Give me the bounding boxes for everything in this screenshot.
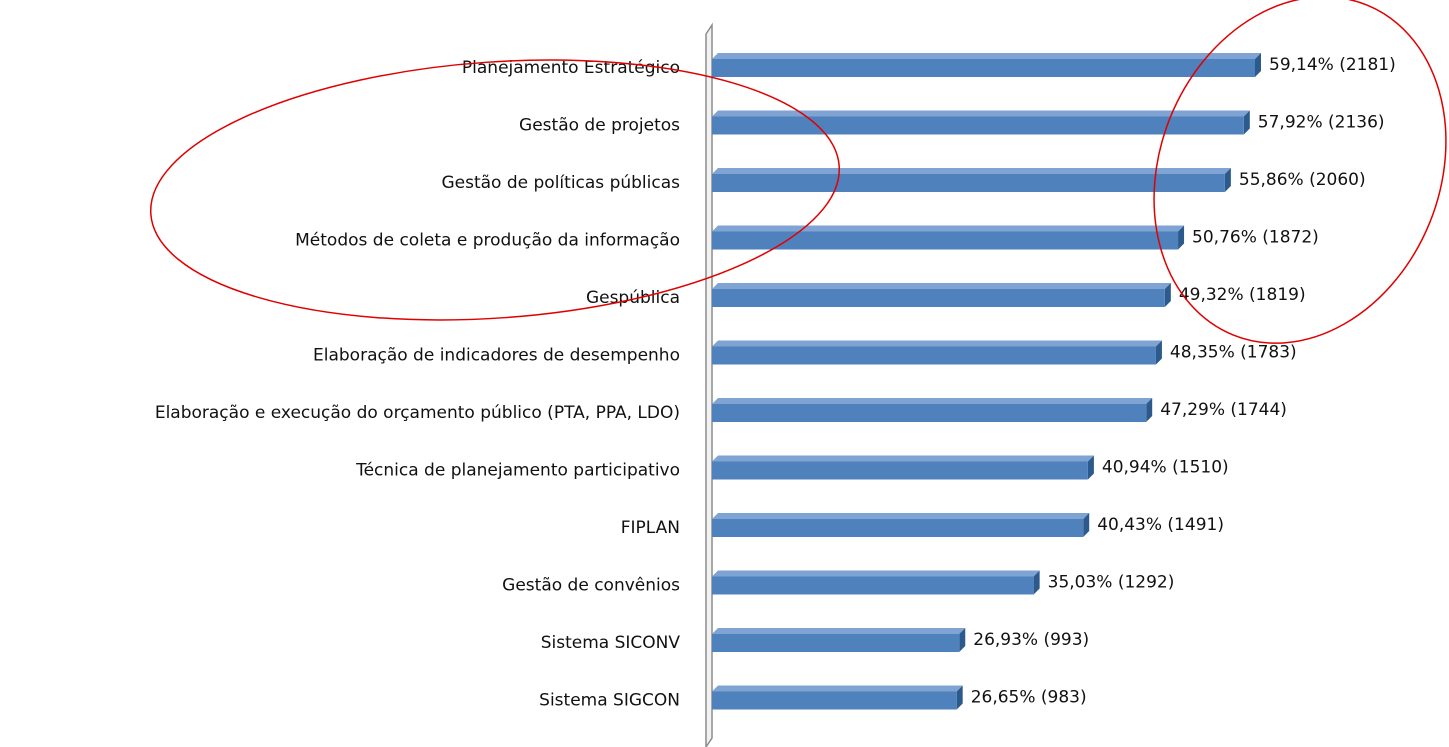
bar-top bbox=[712, 168, 1231, 174]
bar bbox=[712, 59, 1255, 77]
data-label: 26,65% (983) bbox=[971, 688, 1087, 708]
bar bbox=[712, 462, 1088, 480]
axis-wall bbox=[706, 25, 712, 747]
category-label: Métodos de coleta e produção da informaç… bbox=[295, 231, 680, 251]
bar-top bbox=[712, 111, 1250, 117]
bar bbox=[712, 174, 1225, 192]
category-label: Técnica de planejamento participativo bbox=[355, 461, 680, 481]
bar-top bbox=[712, 628, 965, 634]
category-label: Elaboração e execução do orçamento públi… bbox=[155, 403, 680, 423]
bar-top bbox=[712, 53, 1261, 59]
data-label: 40,43% (1491) bbox=[1097, 515, 1224, 535]
data-label: 40,94% (1510) bbox=[1102, 458, 1229, 478]
chart: Planejamento Estratégico59,14% (2181)Ges… bbox=[0, 0, 1449, 747]
data-label: 35,03% (1292) bbox=[1048, 573, 1175, 593]
bar-top bbox=[712, 283, 1171, 289]
bar-top bbox=[712, 226, 1184, 232]
bar bbox=[712, 347, 1156, 365]
data-label: 55,86% (2060) bbox=[1239, 170, 1366, 190]
category-label: Gestão de convênios bbox=[502, 576, 680, 596]
data-label: 47,29% (1744) bbox=[1160, 400, 1287, 420]
category-label: Gestão de políticas públicas bbox=[441, 173, 680, 193]
bar-top bbox=[712, 571, 1040, 577]
category-label: Sistema SIGCON bbox=[539, 691, 680, 711]
bar-top bbox=[712, 398, 1152, 404]
data-label: 48,35% (1783) bbox=[1170, 343, 1297, 363]
bar bbox=[712, 577, 1034, 595]
bar-top bbox=[712, 456, 1094, 462]
bar bbox=[712, 634, 959, 652]
data-label: 50,76% (1872) bbox=[1192, 228, 1319, 248]
bar bbox=[712, 404, 1146, 422]
bar bbox=[712, 519, 1083, 537]
bar-top bbox=[712, 341, 1162, 347]
data-label: 59,14% (2181) bbox=[1269, 55, 1396, 75]
bar bbox=[712, 289, 1165, 307]
bar-top bbox=[712, 513, 1089, 519]
bar bbox=[712, 117, 1244, 135]
category-label: Elaboração de indicadores de desempenho bbox=[313, 346, 680, 366]
data-label: 57,92% (2136) bbox=[1258, 113, 1385, 133]
data-label: 26,93% (993) bbox=[973, 630, 1089, 650]
category-label: Sistema SICONV bbox=[541, 633, 681, 653]
bar bbox=[712, 692, 957, 710]
category-label: Gestão de projetos bbox=[519, 116, 680, 136]
bar bbox=[712, 232, 1178, 250]
data-label: 49,32% (1819) bbox=[1179, 285, 1306, 305]
category-label: FIPLAN bbox=[621, 518, 680, 538]
bar-top bbox=[712, 686, 963, 692]
